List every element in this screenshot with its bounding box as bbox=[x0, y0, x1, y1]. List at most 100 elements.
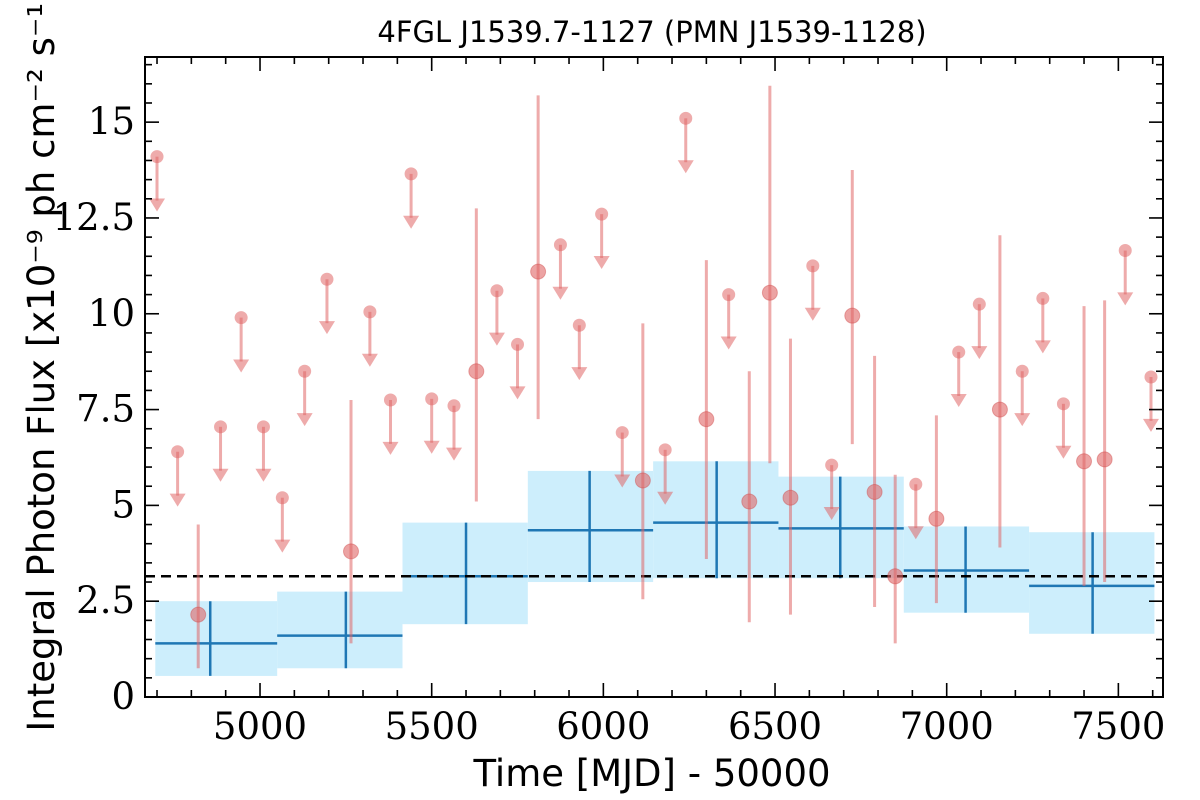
long-bin-bands bbox=[155, 461, 1155, 676]
upper-limit-marker bbox=[1118, 244, 1132, 258]
upper-limit-marker bbox=[383, 393, 397, 407]
upper-limit-marker bbox=[275, 491, 289, 505]
detection-marker bbox=[741, 493, 758, 510]
detection-marker bbox=[698, 411, 715, 428]
upper-limit-marker bbox=[572, 318, 586, 332]
plot-frame bbox=[144, 56, 1164, 698]
detection-marker bbox=[1096, 451, 1113, 468]
upper-limit-marker bbox=[298, 364, 312, 378]
y-tick-label: 5 bbox=[111, 483, 135, 526]
y-tick-label: 0 bbox=[111, 675, 135, 718]
upper-limit-marker bbox=[1036, 291, 1050, 305]
detection-marker bbox=[530, 263, 547, 280]
upper-limit-marker bbox=[171, 445, 185, 459]
upper-limit-arrow bbox=[296, 413, 313, 427]
upper-limit-marker bbox=[1056, 397, 1070, 411]
upper-limit-marker bbox=[972, 297, 986, 311]
detection-marker bbox=[1076, 453, 1093, 470]
upper-limit-marker bbox=[658, 443, 672, 457]
upper-limit-arrow bbox=[382, 441, 399, 455]
detection-marker bbox=[761, 284, 778, 301]
x-tick-label: 7000 bbox=[900, 705, 994, 748]
upper-limit-arrow bbox=[169, 493, 186, 507]
y-axis-label: Integral Photon Flux [x10⁻⁹ ph cm⁻² s⁻¹] bbox=[20, 0, 63, 732]
upper-limit-arrow bbox=[657, 491, 674, 505]
detection-marker bbox=[928, 510, 945, 527]
upper-limit-arrow bbox=[446, 447, 463, 461]
upper-limit-arrow bbox=[552, 286, 569, 300]
upper-limit-marker bbox=[363, 305, 377, 319]
y-tick-label: 12.5 bbox=[53, 196, 135, 239]
upper-limit-arrow bbox=[149, 198, 166, 212]
detection-marker bbox=[782, 489, 799, 506]
upper-limit-marker bbox=[553, 238, 567, 252]
y-axis-ticks: 0 2.5 5 7.5 10 12.5 15 bbox=[53, 63, 1163, 718]
upper-limit-arrow bbox=[488, 332, 505, 346]
upper-limit-arrow bbox=[212, 468, 229, 482]
chart-title: 4FGL J1539.7-1127 (PMN J1539-1128) bbox=[377, 15, 926, 49]
long-bin-band bbox=[277, 591, 403, 669]
plot-border bbox=[144, 56, 1164, 698]
y-tick-label: 10 bbox=[88, 292, 135, 335]
upper-limit-marker bbox=[234, 311, 248, 325]
detection-marker bbox=[866, 483, 883, 500]
upper-limit-marker bbox=[806, 259, 820, 273]
long-bin-band bbox=[155, 601, 278, 676]
upper-limit-arrow bbox=[677, 160, 694, 174]
upper-limit-arrow bbox=[1117, 292, 1134, 306]
upper-limit-arrow bbox=[274, 539, 291, 553]
detection-marker bbox=[887, 568, 904, 585]
upper-limit-marker bbox=[952, 345, 966, 359]
upper-limit-arrow bbox=[233, 359, 250, 373]
upper-limit-arrow bbox=[1142, 418, 1159, 432]
detection-marker bbox=[468, 363, 485, 380]
upper-limit-arrow bbox=[971, 346, 988, 360]
upper-limit-arrow bbox=[571, 367, 588, 381]
upper-limit-arrow bbox=[1014, 413, 1031, 427]
upper-limit-arrow bbox=[318, 321, 335, 335]
upper-limit-marker bbox=[256, 420, 270, 434]
upper-limit-arrow bbox=[804, 307, 821, 321]
upper-limit-marker bbox=[825, 458, 839, 472]
x-axis-label: Time [MJD] - 50000 bbox=[472, 752, 830, 795]
upper-limit-marker bbox=[722, 288, 736, 302]
upper-limit-arrow bbox=[614, 474, 631, 488]
upper-limit-marker bbox=[150, 150, 164, 164]
y-tick-label: 15 bbox=[88, 100, 135, 143]
upper-limit-marker bbox=[404, 167, 418, 181]
upper-limit-marker bbox=[511, 337, 525, 351]
upper-limit-marker bbox=[1144, 370, 1158, 384]
upper-limit-arrow bbox=[1055, 445, 1072, 459]
upper-limit-arrow bbox=[423, 440, 440, 454]
detection-marker bbox=[991, 401, 1008, 418]
upper-limit-arrow bbox=[1034, 340, 1051, 354]
upper-limit-marker bbox=[595, 207, 609, 221]
upper-limit-arrow bbox=[907, 526, 924, 540]
x-tick-label: 5000 bbox=[213, 705, 307, 748]
upper-limit-arrow bbox=[720, 336, 737, 350]
upper-limit-marker bbox=[425, 392, 439, 406]
upper-limit-marker bbox=[490, 284, 504, 298]
short-bin-points bbox=[149, 85, 1159, 669]
upper-limit-marker bbox=[615, 426, 629, 440]
upper-limit-marker bbox=[1015, 364, 1029, 378]
upper-limit-marker bbox=[679, 111, 693, 125]
upper-limit-arrow bbox=[823, 507, 840, 521]
x-tick-label: 6500 bbox=[728, 705, 822, 748]
upper-limit-arrow bbox=[509, 386, 526, 400]
upper-limit-marker bbox=[320, 272, 334, 286]
upper-limit-arrow bbox=[255, 468, 272, 482]
x-tick-label: 6000 bbox=[556, 705, 650, 748]
detection-marker bbox=[343, 543, 360, 560]
y-tick-label: 2.5 bbox=[76, 579, 135, 622]
upper-limit-arrow bbox=[593, 256, 610, 270]
upper-limit-marker bbox=[447, 399, 461, 413]
detection-marker bbox=[634, 472, 651, 489]
x-tick-label: 7500 bbox=[1071, 705, 1165, 748]
y-tick-label: 7.5 bbox=[76, 388, 135, 431]
detection-marker bbox=[844, 307, 861, 324]
upper-limit-marker bbox=[909, 477, 923, 491]
x-axis-ticks: 5000 5500 6000 6500 7000 7500 bbox=[156, 57, 1165, 748]
upper-limit-arrow bbox=[403, 215, 420, 229]
